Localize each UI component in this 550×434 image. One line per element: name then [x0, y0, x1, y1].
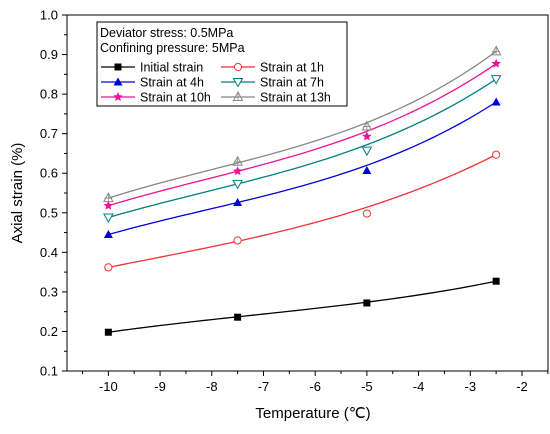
triangle-down-marker-shape [490, 75, 502, 85]
star-marker-shape [103, 200, 114, 210]
data-point [104, 263, 113, 272]
square-marker-shape [114, 63, 122, 71]
square-marker-shape [492, 277, 500, 285]
y-tick-label: 0.1 [40, 364, 58, 379]
data-point [491, 97, 501, 106]
fit-curve [108, 101, 497, 236]
data-point [232, 179, 243, 190]
triangle-marker-shape [103, 230, 113, 239]
legend-marker [113, 77, 123, 86]
legend-annotation: Deviator stress: 0.5MPa [100, 26, 233, 40]
square-marker-shape [104, 328, 112, 336]
legend-label: Strain at 10h [140, 91, 211, 105]
y-tick-label: 0.6 [40, 166, 58, 181]
x-axis-title: Temperature (℃) [255, 405, 370, 422]
legend-marker [232, 90, 244, 101]
legend-label: Strain at 4h [140, 76, 204, 90]
legend-annotation: Confining pressure: 5MPa [100, 41, 245, 55]
data-point [492, 277, 500, 285]
legend-frame [96, 21, 348, 107]
data-point [232, 166, 243, 176]
data-point [233, 236, 242, 245]
open-triangle-marker-shape [361, 120, 373, 131]
legend-label: Strain at 7h [260, 76, 324, 90]
fit-curve [108, 154, 497, 268]
legend-marker [233, 62, 243, 72]
star-marker-shape [113, 92, 123, 102]
square-marker-shape [234, 313, 242, 321]
y-tick-label: 0.4 [40, 245, 58, 260]
data-point [492, 150, 501, 159]
square-marker-shape [363, 299, 371, 307]
legend-marker [113, 92, 123, 102]
circle-marker-shape [233, 62, 243, 72]
triangle-marker-shape [491, 97, 501, 106]
y-tick-label: 0.2 [40, 324, 58, 339]
data-point [363, 299, 371, 307]
fit-curve [108, 280, 497, 333]
x-tick-label: -3 [465, 379, 477, 394]
y-tick-label: 0.8 [40, 87, 58, 102]
circle-marker-shape [233, 236, 242, 245]
data-point [361, 120, 373, 131]
circle-marker-shape [492, 150, 501, 159]
x-tick-label: -7 [258, 379, 270, 394]
data-point [234, 313, 242, 321]
data-point [362, 131, 372, 141]
circle-marker-shape [362, 209, 371, 218]
data-point [361, 146, 373, 157]
data-point [362, 165, 372, 174]
x-tick-label: -6 [309, 379, 321, 394]
star-marker-shape [362, 131, 372, 141]
data-point [103, 192, 114, 203]
data-point [491, 58, 501, 68]
y-tick-label: 0.5 [40, 205, 58, 220]
data-point [232, 155, 243, 166]
data-markers-layer [103, 45, 502, 336]
triangle-down-marker-shape [232, 179, 243, 190]
y-tick-label: 0.9 [40, 47, 58, 62]
data-point [103, 200, 114, 210]
x-tick-label: -9 [154, 379, 166, 394]
legend-label: Strain at 13h [260, 91, 331, 105]
fit-curve [108, 50, 497, 199]
data-point [233, 197, 243, 206]
data-point [103, 230, 113, 239]
y-tick-label: 0.3 [40, 284, 58, 299]
triangle-marker-shape [233, 197, 243, 206]
triangle-marker-shape [362, 165, 372, 174]
star-marker-shape [491, 58, 501, 68]
legend-marker [232, 78, 244, 88]
triangle-down-marker-shape [232, 78, 244, 88]
legend-label: Initial strain [140, 61, 203, 75]
y-tick-label: 1.0 [40, 8, 58, 23]
fit-curve [108, 63, 497, 207]
triangle-marker-shape [113, 77, 123, 86]
x-tick-label: -2 [516, 379, 528, 394]
y-tick-label: 0.7 [40, 126, 58, 141]
x-tick-label: -4 [413, 379, 425, 394]
fit-curve [108, 78, 497, 219]
data-point [103, 213, 114, 224]
legend-label: Strain at 1h [260, 61, 324, 75]
x-tick-label: -10 [99, 379, 118, 394]
data-point [104, 328, 112, 336]
circle-marker-shape [104, 263, 113, 272]
x-tick-label: -8 [206, 379, 218, 394]
legend-marker [114, 63, 122, 71]
triangle-down-marker-shape [361, 146, 373, 157]
axes-layer: -10 -9 -8 -7 -6 -5 -4 -3 -2 0.1 0.2 0.3 0.4 0.5 0.6 0.7… [40, 8, 549, 394]
data-point [490, 45, 502, 56]
fit-curves-layer [108, 50, 497, 333]
data-point [490, 75, 502, 85]
star-marker-shape [232, 166, 243, 176]
x-tick-label: -5 [361, 379, 373, 394]
data-point [362, 209, 371, 218]
triangle-down-marker-shape [103, 213, 114, 224]
y-axis-title: Axial strain (%) [9, 143, 26, 244]
